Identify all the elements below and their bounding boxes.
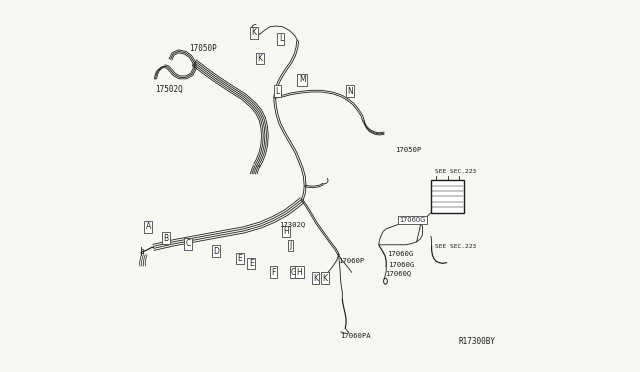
Text: 17050P: 17050P [396,147,422,153]
Text: K: K [313,274,318,283]
Text: H: H [297,268,303,277]
Text: 17050P: 17050P [189,44,217,53]
Text: 17060PA: 17060PA [340,333,371,339]
Text: D: D [213,247,219,256]
Text: J: J [289,241,291,250]
Text: B: B [163,234,168,243]
Text: E: E [237,254,243,263]
Text: 17060G: 17060G [388,262,414,268]
Text: L: L [275,87,279,96]
Text: G: G [291,268,297,277]
Text: C: C [186,239,191,248]
Text: 17060P: 17060P [338,258,364,264]
Text: K: K [252,28,256,37]
Text: F: F [271,268,276,277]
Text: E: E [249,259,253,268]
Bar [431,180,465,213]
Text: 17060G: 17060G [399,217,426,223]
Text: N: N [347,87,353,96]
Text: 17502Q: 17502Q [156,85,183,94]
Text: K: K [257,54,262,63]
Text: A: A [145,222,151,231]
Text: 17060Q: 17060Q [385,270,412,276]
Text: H: H [283,227,289,236]
Text: 17060G: 17060G [387,251,413,257]
Text: L: L [279,34,283,43]
Ellipse shape [383,278,387,284]
Text: 17302Q: 17302Q [279,221,305,227]
Text: R17300BY: R17300BY [458,337,495,346]
Text: SEE SEC.223: SEE SEC.223 [435,169,477,174]
Text: SEE SEC.223: SEE SEC.223 [435,244,477,249]
Text: K: K [323,274,327,283]
Text: M: M [299,76,305,84]
